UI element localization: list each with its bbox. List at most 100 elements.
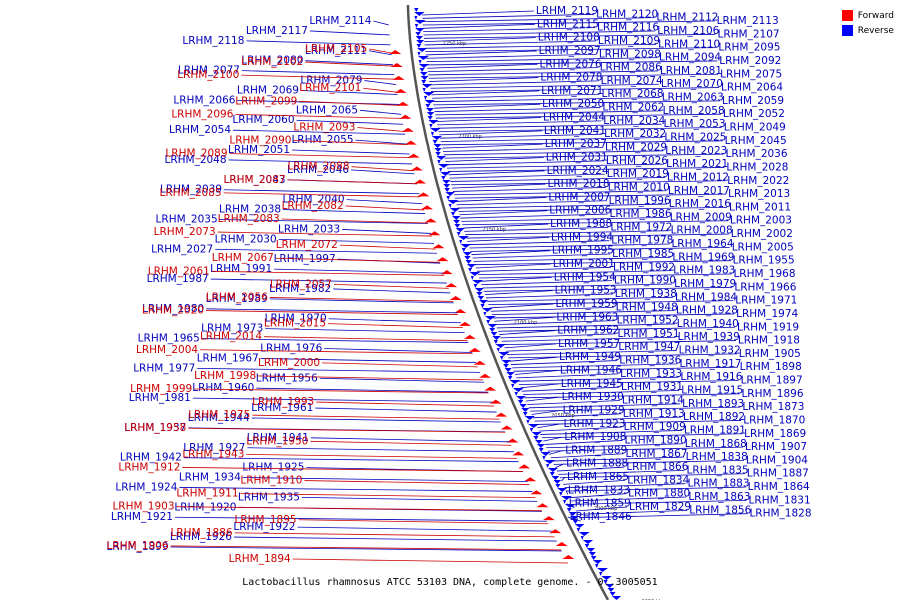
gene-leader-line	[514, 370, 558, 375]
gene-label: LRHM_2053	[663, 118, 725, 130]
gene-label: LRHM_1863	[688, 491, 750, 503]
reverse-gene-mark	[461, 248, 466, 252]
gene-label: LRHM_1908	[564, 431, 626, 443]
gene-label: LRHM_2051	[228, 144, 290, 156]
gene-label: LRHM_2069	[237, 84, 299, 96]
gene-leader-line	[547, 446, 744, 452]
gene-leader-line	[201, 338, 469, 343]
gene-label: LRHM_2077	[178, 65, 240, 77]
gene-leader-line	[427, 67, 598, 72]
reverse-gene-mark	[472, 280, 483, 284]
gene-leader-line	[490, 306, 614, 312]
gene-label: LRHM_2059	[722, 95, 784, 107]
reverse-gene-mark	[416, 48, 428, 52]
gene-label: LRHM_1958	[124, 422, 186, 434]
gene-leader-line	[494, 316, 555, 322]
gene-label: LRHM_1936	[619, 355, 681, 367]
gene-leader-line	[457, 203, 667, 209]
gene-label: LRHM_2072	[276, 239, 338, 251]
gene-label: LRHM_2073	[154, 226, 216, 238]
reverse-gene-mark	[501, 360, 512, 364]
forward-gene-mark	[549, 529, 562, 534]
gene-leader-line	[449, 173, 605, 179]
forward-gene-mark	[436, 257, 449, 262]
gene-label: LRHM_1828	[749, 508, 811, 520]
gene-leader-line	[170, 545, 562, 551]
reverse-gene-mark	[453, 220, 460, 224]
gene-leader-line	[505, 346, 617, 352]
legend-forward: Forward	[841, 8, 894, 23]
gene-label: LRHM_2105	[305, 43, 367, 55]
reverse-gene-mark	[540, 452, 551, 456]
gene-label: LRHM_1891	[684, 424, 746, 436]
gene-leader-line	[327, 323, 463, 329]
gene-label: LRHM_1888	[566, 458, 628, 470]
gene-leader-line	[241, 70, 395, 76]
reverse-gene-mark	[447, 200, 459, 204]
gene-leader-line	[525, 396, 560, 402]
gene-label: LRHM_2022	[727, 175, 789, 187]
gene-label: LRHM_1929	[563, 404, 625, 416]
gene-leader-line	[425, 47, 717, 53]
gene-leader-line	[333, 288, 451, 294]
gene-leader-line	[451, 180, 726, 186]
reverse-gene-mark	[466, 264, 476, 268]
gene-label: LRHM_1937	[124, 422, 186, 434]
forward-gene-mark	[524, 477, 537, 482]
gene-label: LRHM_1873	[742, 401, 804, 413]
reverse-gene-mark	[594, 564, 599, 568]
gene-leader-line	[473, 256, 671, 262]
gene-leader-line	[233, 129, 406, 135]
reverse-gene-mark	[420, 72, 428, 76]
gene-label: LRHM_2027	[151, 243, 213, 255]
gene-label: LRHM_1966	[734, 281, 796, 293]
gene-label: LRHM_1971	[735, 295, 797, 307]
reverse-gene-mark	[429, 124, 433, 128]
gene-label: LRHM_1894	[229, 553, 291, 565]
reverse-gene-mark	[416, 44, 422, 48]
gene-leader-line	[368, 50, 392, 56]
gene-leader-line	[471, 250, 550, 256]
gene-leader-line	[333, 283, 449, 289]
reverse-gene-mark	[443, 184, 451, 188]
gene-leader-line	[242, 477, 528, 482]
gene-leader-line	[251, 417, 501, 423]
reverse-gene-mark	[572, 520, 579, 524]
gene-leader-line	[206, 308, 458, 314]
gene-leader-line	[428, 70, 658, 76]
gene-label: LRHM_1976	[260, 343, 322, 355]
forward-gene-mark	[518, 464, 531, 469]
gene-label: LRHM_2050	[542, 98, 604, 110]
gene-label: LRHM_1913	[623, 408, 685, 420]
reverse-gene-mark	[420, 76, 429, 80]
gene-label: LRHM_2064	[721, 82, 783, 94]
gene-label: LRHM_2089	[165, 148, 227, 160]
forward-gene-mark	[440, 270, 453, 275]
gene-leader-line	[472, 253, 611, 259]
gene-label: LRHM_1959	[555, 298, 617, 310]
legend-reverse-label: Reverse	[857, 25, 894, 36]
reverse-gene-mark	[418, 64, 429, 68]
gene-leader-line	[351, 166, 414, 172]
gene-leader-line	[215, 248, 438, 254]
gene-label: LRHM_1889	[565, 444, 627, 456]
gene-leader-line	[493, 313, 735, 319]
gene-label: LRHM_1978	[611, 235, 673, 247]
gene-label: LRHM_1893	[682, 398, 744, 410]
gene-label: LRHM_1932	[679, 345, 741, 357]
gene-label: LRHM_1870	[743, 414, 805, 426]
gene-label: LRHM_1938	[615, 288, 677, 300]
reverse-gene-mark	[430, 132, 435, 136]
gene-leader-line	[301, 496, 538, 502]
reverse-gene-mark	[603, 580, 608, 584]
reverse-gene-mark	[506, 372, 515, 376]
gene-leader-line	[534, 416, 682, 422]
gene-label: LRHM_1952	[617, 315, 679, 327]
gene-leader-line	[310, 437, 510, 443]
gene-leader-line	[469, 243, 670, 249]
gene-label: LRHM_2041	[544, 125, 606, 137]
gene-leader-line	[466, 233, 729, 239]
gene-label: LRHM_2057	[270, 278, 332, 290]
gene-label: LRHM_2039	[160, 184, 222, 196]
gene-label: LRHM_1911	[176, 488, 238, 500]
